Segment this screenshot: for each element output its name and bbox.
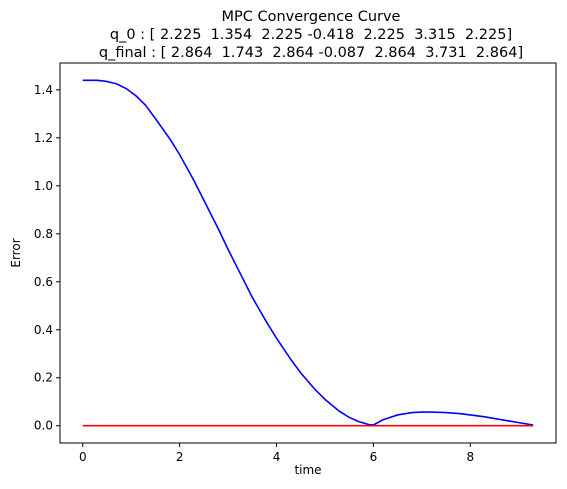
y-tick-label: 1.2 — [34, 131, 53, 145]
y-axis: 0.0 0.2 0.4 0.6 0.8 1.0 1.2 1.4 — [34, 83, 60, 433]
x-tick-label: 6 — [370, 450, 378, 464]
y-tick-label: 1.4 — [34, 83, 53, 97]
x-tick-label: 4 — [273, 450, 281, 464]
series-line-1 — [82, 79, 534, 426]
x-axis-label: time — [294, 463, 321, 477]
y-tick-label: 0.6 — [34, 275, 53, 289]
chart-subtitle-line-2: q_final : [ 2.864 1.743 2.864 -0.087 2.8… — [99, 45, 523, 61]
chart-subtitle-line-1: q_0 : [ 2.225 1.354 2.225 -0.418 2.225 3… — [110, 27, 512, 43]
chart-title: MPC Convergence Curve — [222, 9, 401, 25]
y-tick-label: 0.8 — [34, 227, 53, 241]
x-axis: 0 2 4 6 8 — [79, 443, 474, 464]
axes-frame — [59, 62, 557, 444]
y-tick-label: 1.0 — [34, 179, 53, 193]
x-tick-label: 8 — [466, 450, 474, 464]
x-tick-label: 0 — [79, 450, 87, 464]
plot-area: 0 2 4 6 8 0.0 0.2 0.4 0.6 0.8 1.0 1.2 1.4 — [34, 62, 557, 464]
x-tick-label: 2 — [176, 450, 184, 464]
y-tick-label: 0.2 — [34, 371, 53, 385]
y-tick-label: 0.0 — [34, 419, 53, 433]
y-tick-label: 0.4 — [34, 323, 53, 337]
y-axis-label: Error — [9, 238, 23, 267]
series-layer — [82, 79, 534, 427]
